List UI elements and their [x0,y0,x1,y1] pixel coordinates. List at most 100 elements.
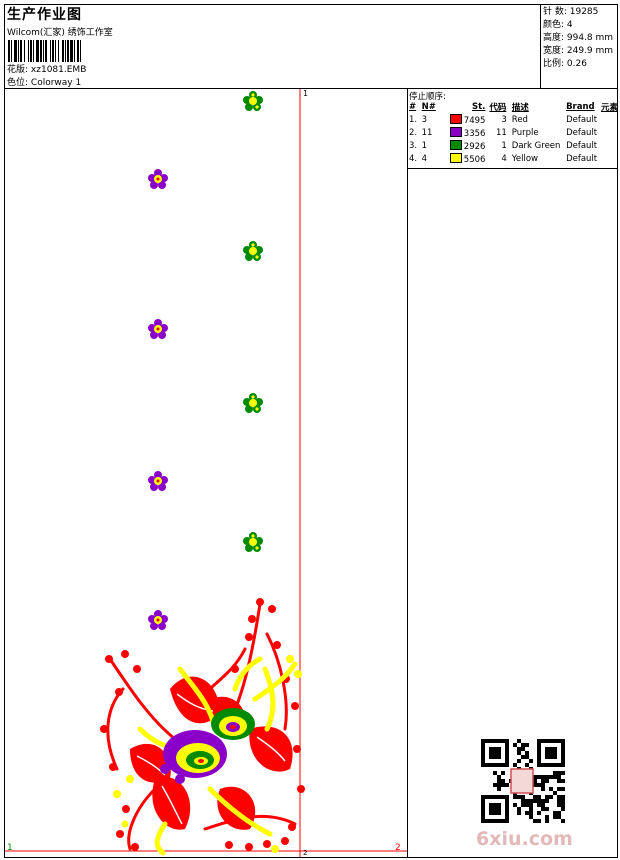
page-title: 生产作业图 [7,7,82,23]
barcode-bar [24,40,25,62]
color-swatch [449,139,462,150]
watermark: 6xiu.com [476,828,573,850]
col-header: 描述 [511,102,529,113]
color-swatch [449,126,462,137]
barcode-bar [36,40,39,62]
stop-row: 4. 4 5506 4 Yellow Default [409,152,618,165]
green-flower-motif [243,393,263,413]
color-code: 11 [495,127,507,138]
color-swatch [449,113,462,124]
barcode-bar [28,40,29,62]
barcode-bar [40,40,42,62]
color-code: 4 [501,153,507,164]
company-name: Wilcom(汇家) 绣饰工作室 [7,28,113,38]
barcode-bar [8,40,10,62]
col-header: 元素 [600,102,618,113]
barcode-bar [30,40,32,62]
col-header: 代码 [489,102,507,113]
brand-name: Default [566,153,598,164]
floral-corner-motif [100,598,305,856]
barcode-bar [58,40,59,62]
header: 生产作业图 Wilcom(汇家) 绣饰工作室 花版: xz1081.EMB 色位… [4,4,541,88]
barcode-bar [25,40,28,62]
stop-table-header: # N# St. 代码 描述 Brand 元素 [409,100,618,113]
stitch-count-cell: 2926 [448,139,489,152]
barcode-bar [45,40,47,62]
barcode-bar [12,40,14,62]
marker-left: 1 [7,843,13,853]
design-width: 宽度: 249.9 mm [543,46,614,56]
barcode-bar [18,40,19,62]
barcode-bar [20,40,22,62]
stop-row: 1. 3 7495 3 Red Default [409,113,618,126]
color-description: Yellow [511,153,538,164]
purple-flower-motif [148,471,168,491]
barcode-bar [54,40,55,62]
marker-right: 2 [395,843,401,853]
green-flower-motif [243,532,263,552]
stitch-count-cell: 7495 [448,113,489,126]
barcode-bar [47,40,50,62]
barcode-bar [51,40,52,62]
stitch-count-cell: 3356 [448,126,489,139]
color-description: Red [511,114,528,125]
needle-number: 1 [421,140,428,151]
stop-row: 2. 11 3356 11 Purple Default [409,126,618,139]
barcode-bar [56,40,58,62]
col-header: St. [472,101,486,112]
brand-name: Default [566,127,598,138]
barcode-bar [75,40,77,62]
sheet-frame [4,4,618,858]
color-count: 颜色: 4 [543,20,573,30]
barcode-bar [44,40,45,62]
barcode-bar [14,40,17,62]
barcode-bar [77,40,79,62]
color-swatch [449,152,462,163]
element-cell [601,113,618,126]
purple-flower-motif [148,169,168,189]
design-scale: 比例: 0.26 [543,59,587,69]
barcode-bar [73,40,74,62]
header-divider [4,88,618,89]
element-cell [601,139,618,152]
needle-number: 3 [421,114,428,125]
stitch-value: 2926 [463,141,486,152]
barcode-bar [79,40,80,62]
barcode-bar [62,40,64,62]
stitch-value: 3356 [463,128,486,139]
stitch-value: 7495 [463,115,486,126]
barcode-bar [29,40,30,62]
green-flower-motif [243,91,263,111]
column-divider [407,88,408,858]
design-stats: 针 数: 19285 颜色: 4 高度: 994.8 mm 宽度: 249.9 … [540,4,618,88]
stop-table-divider [407,168,618,169]
stitch-value: 5506 [463,154,486,165]
col-header: N# [421,101,436,112]
barcode-bar [39,40,40,62]
colorway-label: 色位: [7,78,29,88]
green-flower-motif [243,241,263,261]
barcode-bar [19,40,20,62]
barcode-bar [55,40,56,62]
stop-number: 3. [409,140,418,151]
barcode-bar [65,40,66,62]
needle-number: 11 [421,127,433,138]
stitch-count-cell: 5506 [448,152,489,165]
barcode-bar [67,40,69,62]
stop-sequence-table: # N# St. 代码 描述 Brand 元素 1. 3 7495 3 Red Defau… [409,100,618,165]
color-code: 3 [501,114,507,125]
barcode-bar [66,40,67,62]
barcode-bar [43,40,44,62]
barcode-bar [74,40,75,62]
element-cell [601,152,618,165]
design-file-line: 花版: xz1081.EMB [7,62,86,75]
barcode-bar [34,40,36,62]
stop-sequence-panel: 停止顺序: # N# St. 代码 描述 Brand 元素 1. 3 7495 3 Re… [408,89,618,169]
design-file: xz1081.EMB [30,65,87,75]
barcode-bar [42,40,43,62]
barcode [8,40,136,62]
barcode-bar [10,40,11,62]
color-description: Purple [511,127,539,138]
element-cell [601,126,618,139]
marker-top: 1 [303,89,308,98]
